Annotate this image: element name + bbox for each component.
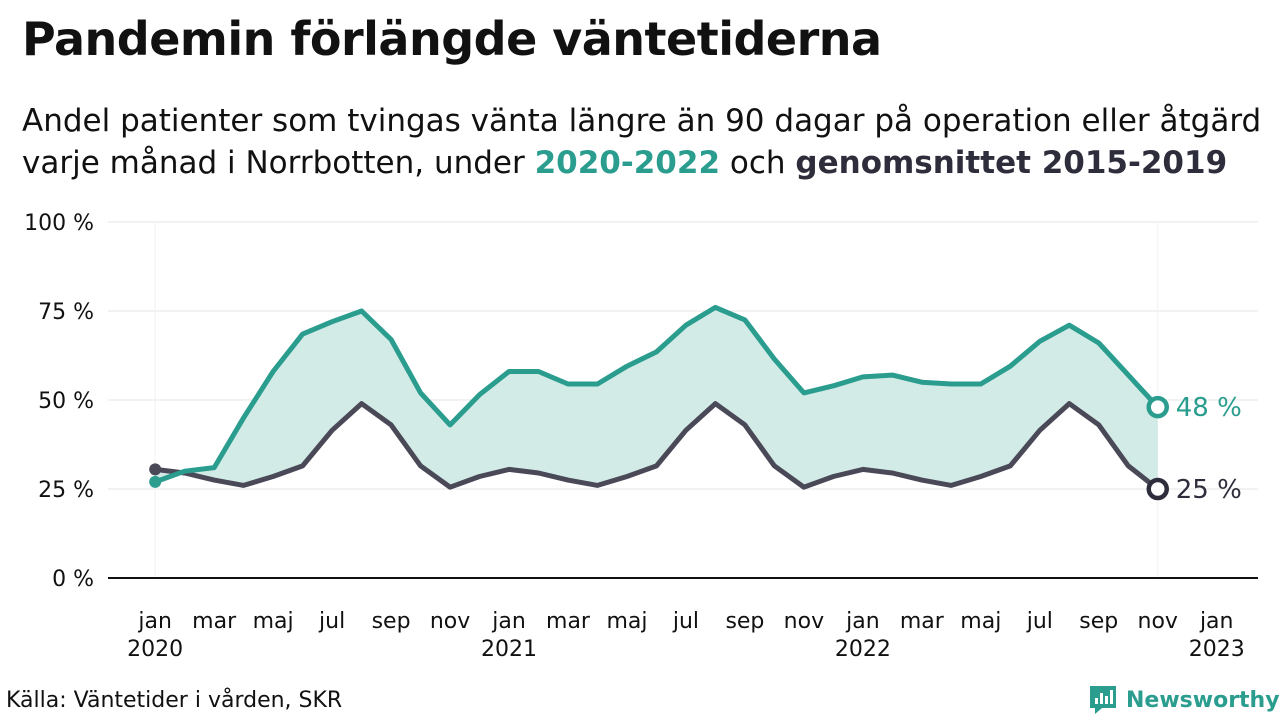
- series-line-average-2015-2019: [152, 401, 1161, 492]
- end-label-2020-2022: 48 %: [1176, 393, 1242, 423]
- x-tick-year-label: 2021: [481, 637, 537, 662]
- x-tick-label: jan: [845, 609, 880, 634]
- subtitle-highlight-average: genomsnittet 2015-2019: [795, 145, 1228, 181]
- y-tick-label: 0 %: [52, 567, 94, 592]
- subtitle-mid: och: [720, 145, 796, 181]
- x-tick-label: sep: [725, 609, 764, 634]
- gridlines: [108, 221, 1258, 578]
- x-tick-label: nov: [430, 609, 470, 634]
- x-tick-label: maj: [960, 609, 1001, 634]
- y-tick-label: 50 %: [38, 389, 94, 414]
- chart-title: Pandemin förlängde väntetiderna: [22, 12, 882, 66]
- x-tick-label: sep: [372, 609, 411, 634]
- x-tick-label: sep: [1079, 609, 1118, 634]
- end-marker-average: [1146, 477, 1169, 501]
- x-tick-label: maj: [606, 609, 647, 634]
- newsworthy-logo-icon: [1090, 686, 1116, 714]
- x-tick-label: mar: [192, 609, 237, 634]
- x-tick-label: maj: [253, 609, 294, 634]
- x-tick-label: mar: [900, 609, 945, 634]
- subtitle-line1: Andel patienter som tvingas vänta längre…: [22, 103, 1262, 139]
- x-tick-label: jan: [137, 609, 172, 634]
- x-tick-year-label: 2023: [1189, 637, 1245, 662]
- x-tick-label: jan: [1199, 609, 1234, 634]
- x-tick-label: nov: [1138, 609, 1178, 634]
- brand-name: Newsworthy: [1126, 687, 1280, 713]
- chart-subtitle: Andel patienter som tvingas vänta längre…: [22, 100, 1280, 184]
- brand-logo: Newsworthy: [1088, 684, 1280, 716]
- source-note: Källa: Väntetider i vården, SKR: [6, 688, 343, 713]
- x-tick-year-label: 2020: [127, 637, 183, 662]
- subtitle-line2-pre: varje månad i Norrbotten, under: [22, 145, 535, 181]
- x-tick-year-label: 2022: [835, 637, 891, 662]
- y-tick-label: 25 %: [38, 478, 94, 503]
- x-tick-label: mar: [546, 609, 591, 634]
- subtitle-highlight-2020-2022: 2020-2022: [534, 145, 721, 181]
- end-marker-2020-2022: [1146, 395, 1169, 419]
- x-tick-label: nov: [784, 609, 824, 634]
- x-tick-label: jul: [318, 609, 345, 634]
- series-lines: [152, 304, 1161, 492]
- x-tick-label: jul: [672, 609, 699, 634]
- y-tick-label: 75 %: [38, 300, 94, 325]
- start-marker-average: [149, 463, 162, 476]
- x-tick-label: jan: [491, 609, 526, 634]
- y-tick-label: 100 %: [24, 211, 94, 236]
- series-line-2020-2022: [152, 304, 1161, 485]
- markers: 48 % 25 %: [149, 393, 1242, 505]
- end-label-average: 25 %: [1176, 475, 1242, 505]
- x-tick-label: jul: [1026, 609, 1053, 634]
- start-marker-2020-2022: [149, 475, 162, 488]
